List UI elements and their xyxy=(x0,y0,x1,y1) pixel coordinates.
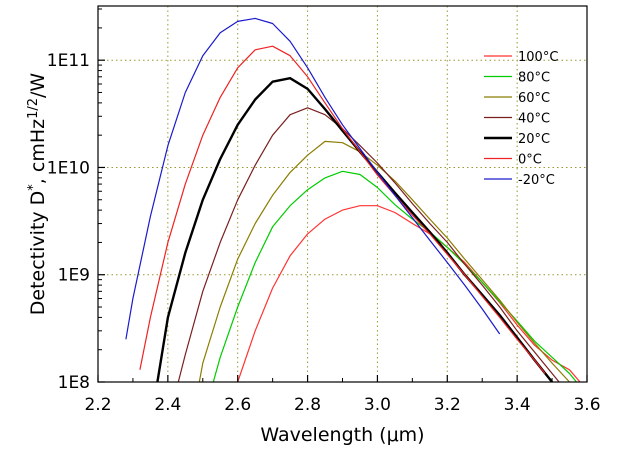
legend: 100°C 80°C 60°C 40°C 20°C 0°C -20°C xyxy=(484,50,558,188)
series-line xyxy=(156,77,554,382)
series-line xyxy=(198,140,570,382)
y-tick-label: 1E9 xyxy=(58,266,90,286)
y-tick-label: 1E8 xyxy=(58,373,90,393)
series-line xyxy=(139,45,546,374)
y-tick-label: 1E10 xyxy=(47,158,90,178)
legend-label: 100°C xyxy=(518,50,558,65)
x-tick-label: 3.4 xyxy=(504,395,531,415)
x-axis-label: Wavelength (μm) xyxy=(260,424,424,446)
series-line xyxy=(125,17,501,340)
legend-label: 40°C xyxy=(518,112,550,127)
legend-label: 80°C xyxy=(518,71,550,86)
y-axis-label: Detectivity D*, cmHz1/2/W xyxy=(26,73,50,316)
legend-label: 0°C xyxy=(518,153,542,168)
x-tick-label: 2.2 xyxy=(84,395,111,415)
x-tick-label: 3.6 xyxy=(573,395,600,415)
x-tick-label: 3.2 xyxy=(434,395,461,415)
legend-label: -20°C xyxy=(518,173,555,188)
axis-ticks: 2.2 2.4 2.6 2.8 3.0 3.2 3.4 3.6 1E8 1E9 1E10 1E11 xyxy=(47,8,601,415)
x-tick-label: 2.6 xyxy=(224,395,251,415)
legend-label: 20°C xyxy=(518,132,550,147)
series-group xyxy=(125,17,581,382)
x-tick-label: 2.4 xyxy=(154,395,181,415)
x-tick-label: 3.0 xyxy=(364,395,391,415)
series-line xyxy=(177,107,560,382)
legend-label: 60°C xyxy=(518,91,550,106)
series-line xyxy=(237,205,581,382)
series-line xyxy=(212,170,577,382)
x-tick-label: 2.8 xyxy=(294,395,321,415)
y-tick-label: 1E11 xyxy=(47,51,90,71)
